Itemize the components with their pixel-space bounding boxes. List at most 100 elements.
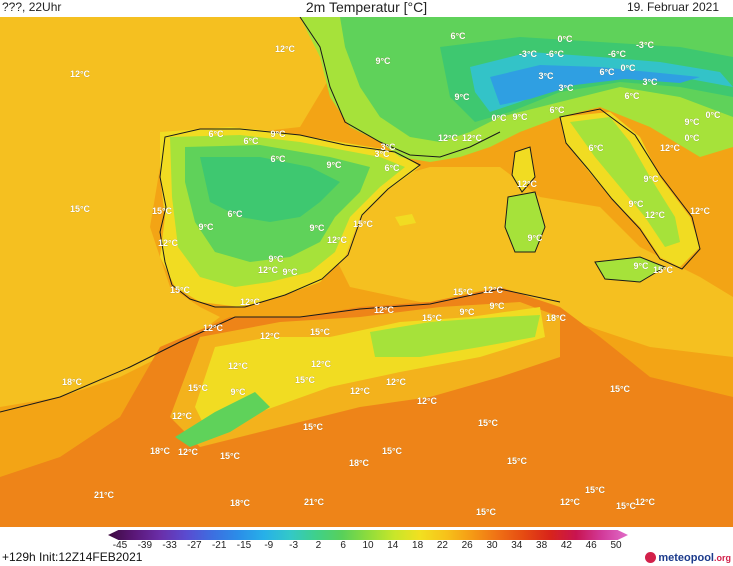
temperature-map: 12°C 12°C 6°C 9°C 0°C -3°C -6°C -6°C -3°C 6°C 0°C 3… (0, 17, 733, 527)
temperature-label: 9°C (454, 92, 470, 102)
temperature-label: 12°C (635, 497, 656, 507)
temperature-label: 15°C (170, 285, 191, 295)
meteopool-logo[interactable]: meteopool.org (645, 552, 731, 564)
legend-tick-label: -9 (264, 540, 274, 551)
coastline-corsica (511, 146, 536, 193)
temperature-label: 12°C (483, 285, 504, 295)
coastline-france (299, 17, 501, 158)
atlas-green-west (175, 392, 270, 447)
temperature-label: 9°C (489, 301, 505, 311)
temperature-label: 0°C (491, 113, 507, 123)
temperature-label: 12°C (350, 386, 371, 396)
temperature-label: 3°C (642, 77, 658, 87)
temperature-label: 0°C (705, 110, 721, 120)
temperature-label: 21°C (94, 490, 115, 500)
sicily-land (595, 257, 665, 282)
coastline-sicily (594, 256, 667, 283)
legend-tick-label: 14 (387, 540, 399, 551)
temperature-label: 15°C (585, 485, 606, 495)
temperature-label: 12°C (417, 396, 438, 406)
temperature-label: 12°C (327, 235, 348, 245)
temperature-label: 18°C (150, 446, 171, 456)
temperature-label: 15°C (303, 422, 324, 432)
temperature-label: 18°C (62, 377, 83, 387)
temperature-label: 9°C (282, 267, 298, 277)
temperature-label: 15°C (507, 456, 528, 466)
brand-name: meteopool (658, 552, 714, 564)
temperature-label: 6°C (227, 209, 243, 219)
temperature-label: 9°C (268, 254, 284, 264)
temperature-label: 9°C (633, 261, 649, 271)
temperature-label: 9°C (326, 160, 342, 170)
temperature-label: 12°C (258, 265, 279, 275)
temperature-label: 12°C (462, 133, 483, 143)
temperature-label: 6°C (624, 91, 640, 101)
legend-tick-label: -27 (187, 540, 202, 551)
temperature-label: 15°C (188, 383, 209, 393)
temperature-label: 12°C (386, 377, 407, 387)
legend-tick-label: 38 (536, 540, 548, 551)
coastlines (0, 17, 701, 413)
temperature-label: -3°C (519, 49, 538, 59)
temperature-label: 3°C (558, 83, 574, 93)
forecast-time-label: ???, 22Uhr (2, 0, 62, 14)
coastline-iberia (159, 128, 421, 308)
temperature-label: 0°C (684, 133, 700, 143)
temperature-label: 12°C (70, 69, 91, 79)
temperature-label: 12°C (438, 133, 459, 143)
legend-tick-label: 34 (511, 540, 523, 551)
model-run-info: +129h Init:12Z14FEB2021 (2, 550, 143, 564)
map-title: 2m Temperatur [°C] (305, 0, 428, 15)
legend-tick-label: 6 (340, 540, 346, 551)
temperature-label: 9°C (230, 387, 246, 397)
temperature-label: 15°C (453, 287, 474, 297)
temperature-label: 15°C (478, 418, 499, 428)
temperature-label: 6°C (384, 163, 400, 173)
legend-tick-label: -15 (236, 540, 252, 551)
temperature-label: 9°C (628, 199, 644, 209)
temperature-label: -6°C (546, 49, 565, 59)
temperature-label: 15°C (382, 446, 403, 456)
legend-tick-label: -21 (211, 540, 227, 551)
temperature-label: 6°C (450, 31, 466, 41)
temperature-label: 21°C (304, 497, 325, 507)
temperature-label: 15°C (220, 451, 241, 461)
temperature-labels: 12°C12°C6°C9°C0°C-3°C -6°C -6°C-3°C6°C 0°C3… (62, 31, 722, 518)
temperature-label: 6°C (208, 129, 224, 139)
italy-green (570, 117, 680, 247)
temperature-label: 9°C (643, 174, 659, 184)
temperature-legend-ticks: -45 -39 -33 -27 -21 -15 -9 -3 2 6 10 14 18 22 26 30 34 38… (108, 540, 628, 552)
mediterranean-zone (330, 167, 733, 357)
temperature-label: 6°C (599, 67, 615, 77)
temperature-label: 6°C (243, 136, 259, 146)
temperature-label: 12°C (158, 238, 179, 248)
legend-tick-label: 18 (412, 540, 424, 551)
temperature-label: 12°C (660, 143, 681, 153)
temperature-label: 15°C (476, 507, 497, 517)
temperature-label: 9°C (459, 307, 475, 317)
temperature-label: 9°C (527, 233, 543, 243)
temperature-label: 15°C (152, 206, 173, 216)
temperature-label: 6°C (549, 105, 565, 115)
alps-blue (490, 65, 700, 105)
temperature-label: 12°C (311, 359, 332, 369)
sardinia-land (505, 192, 545, 252)
temperature-label: 9°C (309, 223, 325, 233)
temperature-label: 15°C (295, 375, 316, 385)
legend-tick-label: 42 (560, 540, 572, 551)
temperature-label: 12°C (645, 210, 666, 220)
temperature-label: 15°C (610, 384, 631, 394)
temperature-label: 12°C (560, 497, 581, 507)
temperature-label: 3°C (380, 142, 396, 152)
temperature-label: 15°C (422, 313, 443, 323)
temperature-label: 0°C (620, 63, 636, 73)
temperature-label: 6°C (588, 143, 604, 153)
temperature-label: 12°C (690, 206, 711, 216)
temperature-label: 12°C (240, 297, 261, 307)
temperature-label: 12°C (178, 447, 199, 457)
legend-tick-label: 50 (610, 540, 622, 551)
temperature-label: 12°C (203, 323, 224, 333)
coastline-africa (0, 288, 561, 413)
temperature-legend-bar (108, 530, 628, 540)
